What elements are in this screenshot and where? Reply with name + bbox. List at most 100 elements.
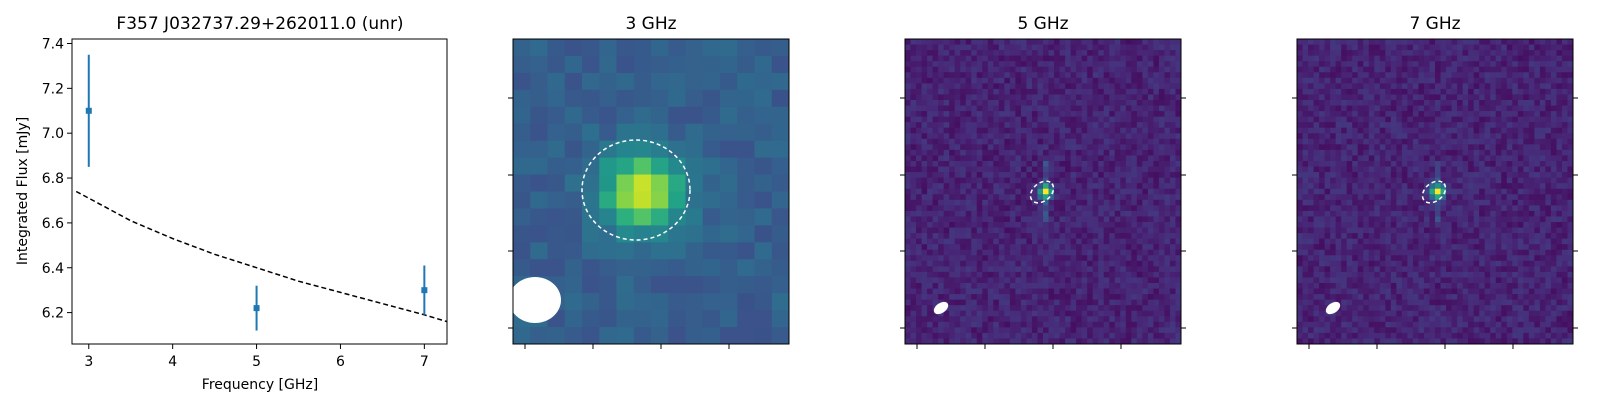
heatmap-pixel [1368,83,1375,90]
heatmap-pixel [1297,122,1304,129]
heatmap-pixel [1462,172,1469,179]
heatmap-pixel [1319,172,1326,179]
heatmap-pixel [1490,199,1497,206]
heatmap-pixel [1147,194,1154,201]
heatmap-pixel [1352,161,1359,168]
heatmap-pixel [1561,77,1568,84]
heatmap-pixel [1114,149,1121,156]
heatmap-pixel [905,44,912,51]
heatmap-pixel [927,321,934,328]
heatmap-pixel [1368,155,1375,162]
heatmap-pixel [1087,116,1094,123]
heatmap-pixel [1468,55,1475,62]
heatmap-pixel [1495,105,1502,112]
heatmap-pixel [1479,61,1486,68]
heatmap-pixel [1534,44,1541,51]
heatmap-pixel [582,55,600,74]
heatmap-pixel [1169,283,1176,290]
heatmap-pixel [633,242,652,260]
heatmap-pixel [1401,205,1408,212]
heatmap-pixel [1390,105,1397,112]
heatmap-pixel [1302,122,1309,129]
heatmap-pixel [1114,210,1121,217]
heatmap-pixel [1534,199,1541,206]
heatmap-pixel [1158,127,1165,134]
heatmap-pixel [616,106,635,125]
heatmap-pixel [1390,127,1397,134]
heatmap-pixel [1037,227,1044,234]
heatmap-pixel [1059,238,1066,245]
heatmap-pixel [1092,205,1099,212]
heatmap-pixel [1065,321,1072,328]
heatmap-pixel [1026,327,1033,334]
heatmap-pixel [1125,294,1132,301]
heatmap-pixel [982,222,989,229]
heatmap-pixel [1004,283,1011,290]
heatmap-pixel [916,122,923,129]
heatmap-pixel [1561,149,1568,156]
heatmap-pixel [1451,61,1458,68]
heatmap-pixel [982,271,989,278]
heatmap-pixel [916,88,923,95]
heatmap-pixel [1462,44,1469,51]
heatmap-pixel [987,338,994,345]
heatmap-pixel [1374,194,1381,201]
heatmap-pixel [1534,172,1541,179]
heatmap-pixel [1313,77,1320,84]
heatmap-pixel [1026,111,1033,118]
heatmap-pixel [1020,305,1027,312]
heatmap-pixel [1015,166,1022,173]
heatmap-pixel [1539,210,1546,217]
heatmap-pixel [916,105,923,112]
heatmap-pixel [1131,116,1138,123]
heatmap-pixel [1451,161,1458,168]
heatmap-pixel [1556,116,1563,123]
heatmap-pixel [910,277,917,284]
heatmap-pixel [1545,50,1552,57]
heatmap-pixel [1076,72,1083,79]
heatmap-pixel [1567,205,1574,212]
heatmap-pixel [1054,332,1061,339]
heatmap-pixel [1308,177,1315,184]
heatmap-pixel [1009,66,1016,73]
heatmap-pixel [1092,216,1099,223]
heatmap-pixel [1153,166,1160,173]
heatmap-pixel [1103,138,1110,145]
heatmap-pixel [1341,233,1348,240]
heatmap-pixel [1054,172,1061,179]
heatmap-pixel [910,244,917,251]
heatmap-pixel [1092,183,1099,190]
heatmap-pixel [616,174,635,192]
heatmap-pixel [1131,111,1138,118]
heatmap-pixel [932,277,939,284]
heatmap-pixel [1407,227,1414,234]
heatmap-pixel [982,100,989,107]
heatmap-pixel [616,72,635,91]
heatmap-pixel [1031,310,1038,317]
heatmap-pixel [1059,310,1066,317]
heatmap-pixel [1136,127,1143,134]
heatmap-pixel [1545,161,1552,168]
heatmap-pixel [1517,77,1524,84]
heatmap-pixel [1087,277,1094,284]
heatmap-pixel [1440,133,1447,140]
heatmap-pixel [616,310,635,328]
heatmap-pixel [1363,210,1370,217]
heatmap-pixel [1429,172,1436,179]
heatmap-pixel [1092,260,1099,267]
heatmap-pixel [1352,105,1359,112]
heatmap-pixel [1357,116,1364,123]
heatmap-pixel [1009,55,1016,62]
heatmap-pixel [1098,61,1105,68]
heatmap-pixel [1297,188,1304,195]
heatmap-pixel [1004,166,1011,173]
heatmap-pixel [1158,338,1165,345]
heatmap-pixel [1043,194,1050,201]
heatmap-pixel [720,191,738,209]
heatmap-pixel [1506,55,1513,62]
heatmap-pixel [971,88,978,95]
heatmap-pixel [1048,39,1055,46]
heatmap-pixel [1076,138,1083,145]
heatmap-pixel [1070,288,1077,295]
heatmap-pixel [1043,83,1050,90]
